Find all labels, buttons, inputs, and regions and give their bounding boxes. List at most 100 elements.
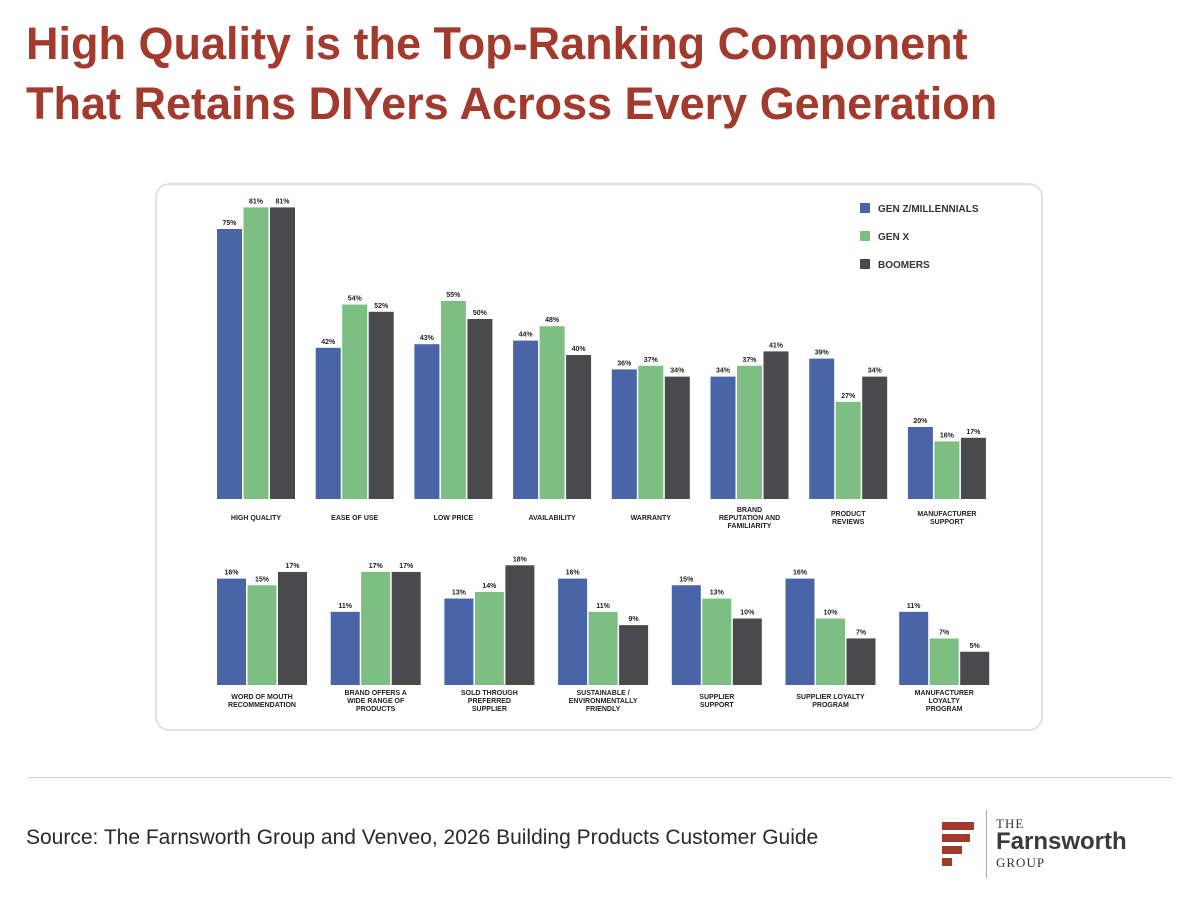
category-label-product-reviews: PRODUCT REVIEWS [831, 511, 866, 526]
data-label-availability-gen-x: 48% [545, 317, 560, 324]
bar-warranty-boomers [664, 376, 690, 499]
data-label-high-quality-gen-x: 81% [249, 198, 264, 205]
data-label-supplier-loyalty-program-gen-x: 10% [823, 610, 838, 617]
bar-manufacturer-loyalty-program-boomers [960, 651, 990, 685]
bar-sustainable-environmentally-friendly-gen-z-millennials [558, 578, 588, 685]
bar-low-price-gen-x [440, 301, 466, 499]
data-label-word-of-mouth-recommendation-gen-z-millennials: 16% [224, 570, 239, 577]
data-label-high-quality-gen-z-millennials: 75% [222, 220, 237, 227]
bar-supplier-support-gen-x [702, 598, 732, 685]
data-label-warranty-gen-x: 37% [644, 357, 659, 364]
bar-supplier-loyalty-program-gen-x [816, 618, 845, 685]
category-label-high-quality: HIGH QUALITY [231, 515, 281, 522]
legend-swatch-gen-z-millennials [860, 203, 870, 213]
data-label-sustainable-environmentally-friendly-boomers: 9% [629, 616, 640, 623]
bar-ease-of-use-gen-x [342, 304, 368, 499]
bar-manufacturer-loyalty-program-gen-z-millennials [899, 611, 929, 685]
bar-ease-of-use-boomers [368, 311, 394, 499]
legend-label-gen-x: GEN X [878, 232, 909, 243]
bar-product-reviews-gen-x [835, 401, 861, 499]
legend-swatch-boomers [860, 259, 870, 269]
data-label-brand-offers-a-wide-range-of-products-gen-x: 17% [369, 563, 384, 570]
bar-sold-through-preferred-supplier-boomers [505, 565, 535, 685]
chart-panel-2: 16% 15% 17% WORD OF MOUTH RECOMMENDATION 11% 1… [217, 556, 990, 713]
category-label-availability: AVAILABILITY [529, 515, 577, 522]
bar-sold-through-preferred-supplier-gen-z-millennials [444, 598, 474, 685]
bar-brand-offers-a-wide-range-of-products-boomers [391, 571, 421, 685]
category-label-sold-through-preferred-supplier: SOLD THROUGH PREFERRED SUPPLIER [461, 690, 518, 713]
bar-warranty-gen-x [638, 365, 664, 499]
bar-high-quality-gen-z-millennials [217, 229, 242, 499]
bar-availability-gen-z-millennials [513, 340, 539, 499]
chart-panel-1: 75% 81% 81% HIGH QUALITY 42% 54% 52% EASE OF US… [217, 198, 986, 530]
data-label-manufacturer-support-gen-x: 16% [940, 432, 955, 439]
data-label-manufacturer-support-gen-z-millennials: 20% [913, 418, 928, 425]
data-label-brand-reputation-and-familiarity-gen-z-millennials: 34% [716, 368, 731, 375]
legend-swatch-gen-x [860, 231, 870, 241]
farnsworth-logo: THE Farnsworth GROUP [940, 808, 1180, 880]
bar-brand-reputation-and-familiarity-gen-z-millennials [710, 376, 736, 499]
logo-separator [986, 810, 987, 878]
bar-warranty-gen-z-millennials [611, 369, 637, 499]
data-label-sustainable-environmentally-friendly-gen-x: 11% [596, 603, 610, 610]
data-label-supplier-loyalty-program-gen-z-millennials: 16% [793, 570, 808, 577]
category-label-brand-offers-a-wide-range-of-products: BRAND OFFERS A WIDE RANGE OF PRODUCTS [345, 690, 407, 713]
chart-title-line-1: High Quality is the Top-Ranking Componen… [26, 18, 968, 69]
data-label-manufacturer-support-boomers: 17% [966, 429, 981, 436]
chart-card: 75% 81% 81% HIGH QUALITY 42% 54% 52% EASE OF US… [155, 183, 1043, 731]
data-label-supplier-support-boomers: 10% [740, 610, 755, 617]
data-label-word-of-mouth-recommendation-boomers: 17% [285, 563, 300, 570]
bar-sustainable-environmentally-friendly-boomers [619, 625, 649, 685]
bar-chart: 75% 81% 81% HIGH QUALITY 42% 54% 52% EASE OF US… [217, 198, 990, 713]
bar-brand-reputation-and-familiarity-gen-x [737, 365, 762, 499]
data-label-manufacturer-loyalty-program-boomers: 5% [970, 643, 981, 650]
data-label-brand-offers-a-wide-range-of-products-boomers: 17% [399, 563, 414, 570]
data-label-supplier-loyalty-program-boomers: 7% [856, 629, 867, 636]
bar-ease-of-use-gen-z-millennials [315, 347, 341, 499]
data-label-product-reviews-gen-x: 27% [841, 393, 856, 400]
source-citation: Source: The Farnsworth Group and Venveo,… [26, 826, 819, 849]
data-label-sold-through-preferred-supplier-gen-x: 14% [482, 583, 497, 590]
logo-the: THE [996, 816, 1025, 831]
bar-brand-offers-a-wide-range-of-products-gen-x [361, 571, 391, 685]
data-label-availability-boomers: 40% [572, 346, 587, 353]
bar-low-price-gen-z-millennials [414, 344, 440, 499]
data-label-high-quality-boomers: 81% [275, 198, 290, 205]
legend-label-gen-z-millennials: GEN Z/MILLENNIALS [878, 204, 979, 215]
bar-high-quality-gen-x [243, 207, 269, 499]
data-label-low-price-boomers: 50% [473, 310, 488, 317]
bar-availability-boomers [566, 355, 592, 499]
data-label-manufacturer-loyalty-program-gen-x: 7% [939, 629, 950, 636]
data-label-low-price-gen-x: 55% [446, 292, 461, 299]
data-label-sold-through-preferred-supplier-gen-z-millennials: 13% [452, 590, 467, 597]
data-label-ease-of-use-boomers: 52% [374, 303, 389, 310]
bar-word-of-mouth-recommendation-gen-z-millennials [217, 578, 246, 685]
bar-supplier-support-boomers [732, 618, 762, 685]
bar-brand-offers-a-wide-range-of-products-gen-z-millennials [330, 611, 360, 685]
data-label-supplier-support-gen-z-millennials: 15% [679, 576, 694, 583]
data-label-product-reviews-gen-z-millennials: 39% [815, 350, 830, 357]
bar-product-reviews-gen-z-millennials [809, 358, 835, 499]
bar-manufacturer-support-gen-x [934, 441, 960, 499]
bar-word-of-mouth-recommendation-boomers [278, 571, 307, 685]
data-label-product-reviews-boomers: 34% [868, 368, 883, 375]
bar-sustainable-environmentally-friendly-gen-x [588, 611, 618, 685]
category-label-word-of-mouth-recommendation: WORD OF MOUTH RECOMMENDATION [228, 694, 296, 709]
data-label-ease-of-use-gen-z-millennials: 42% [321, 339, 336, 346]
bar-manufacturer-loyalty-program-gen-x [929, 638, 959, 685]
bar-word-of-mouth-recommendation-gen-x [247, 585, 277, 685]
category-label-low-price: LOW PRICE [434, 515, 474, 522]
bar-availability-gen-x [539, 326, 565, 499]
data-label-brand-offers-a-wide-range-of-products-gen-z-millennials: 11% [338, 603, 352, 610]
chart-title-line-2: That Retains DIYers Across Every Generat… [26, 78, 998, 129]
bar-manufacturer-support-gen-z-millennials [907, 427, 933, 499]
bar-supplier-support-gen-z-millennials [671, 585, 701, 685]
bar-high-quality-boomers [270, 207, 295, 499]
category-label-manufacturer-support: MANUFACTURER SUPPORT [917, 511, 976, 526]
logo-group: GROUP [996, 855, 1046, 870]
data-label-warranty-gen-z-millennials: 36% [617, 360, 632, 367]
bar-sold-through-preferred-supplier-gen-x [474, 591, 504, 685]
legend-label-boomers: BOOMERS [878, 260, 930, 271]
bar-supplier-loyalty-program-boomers [846, 638, 876, 685]
data-label-low-price-gen-z-millennials: 43% [420, 335, 435, 342]
